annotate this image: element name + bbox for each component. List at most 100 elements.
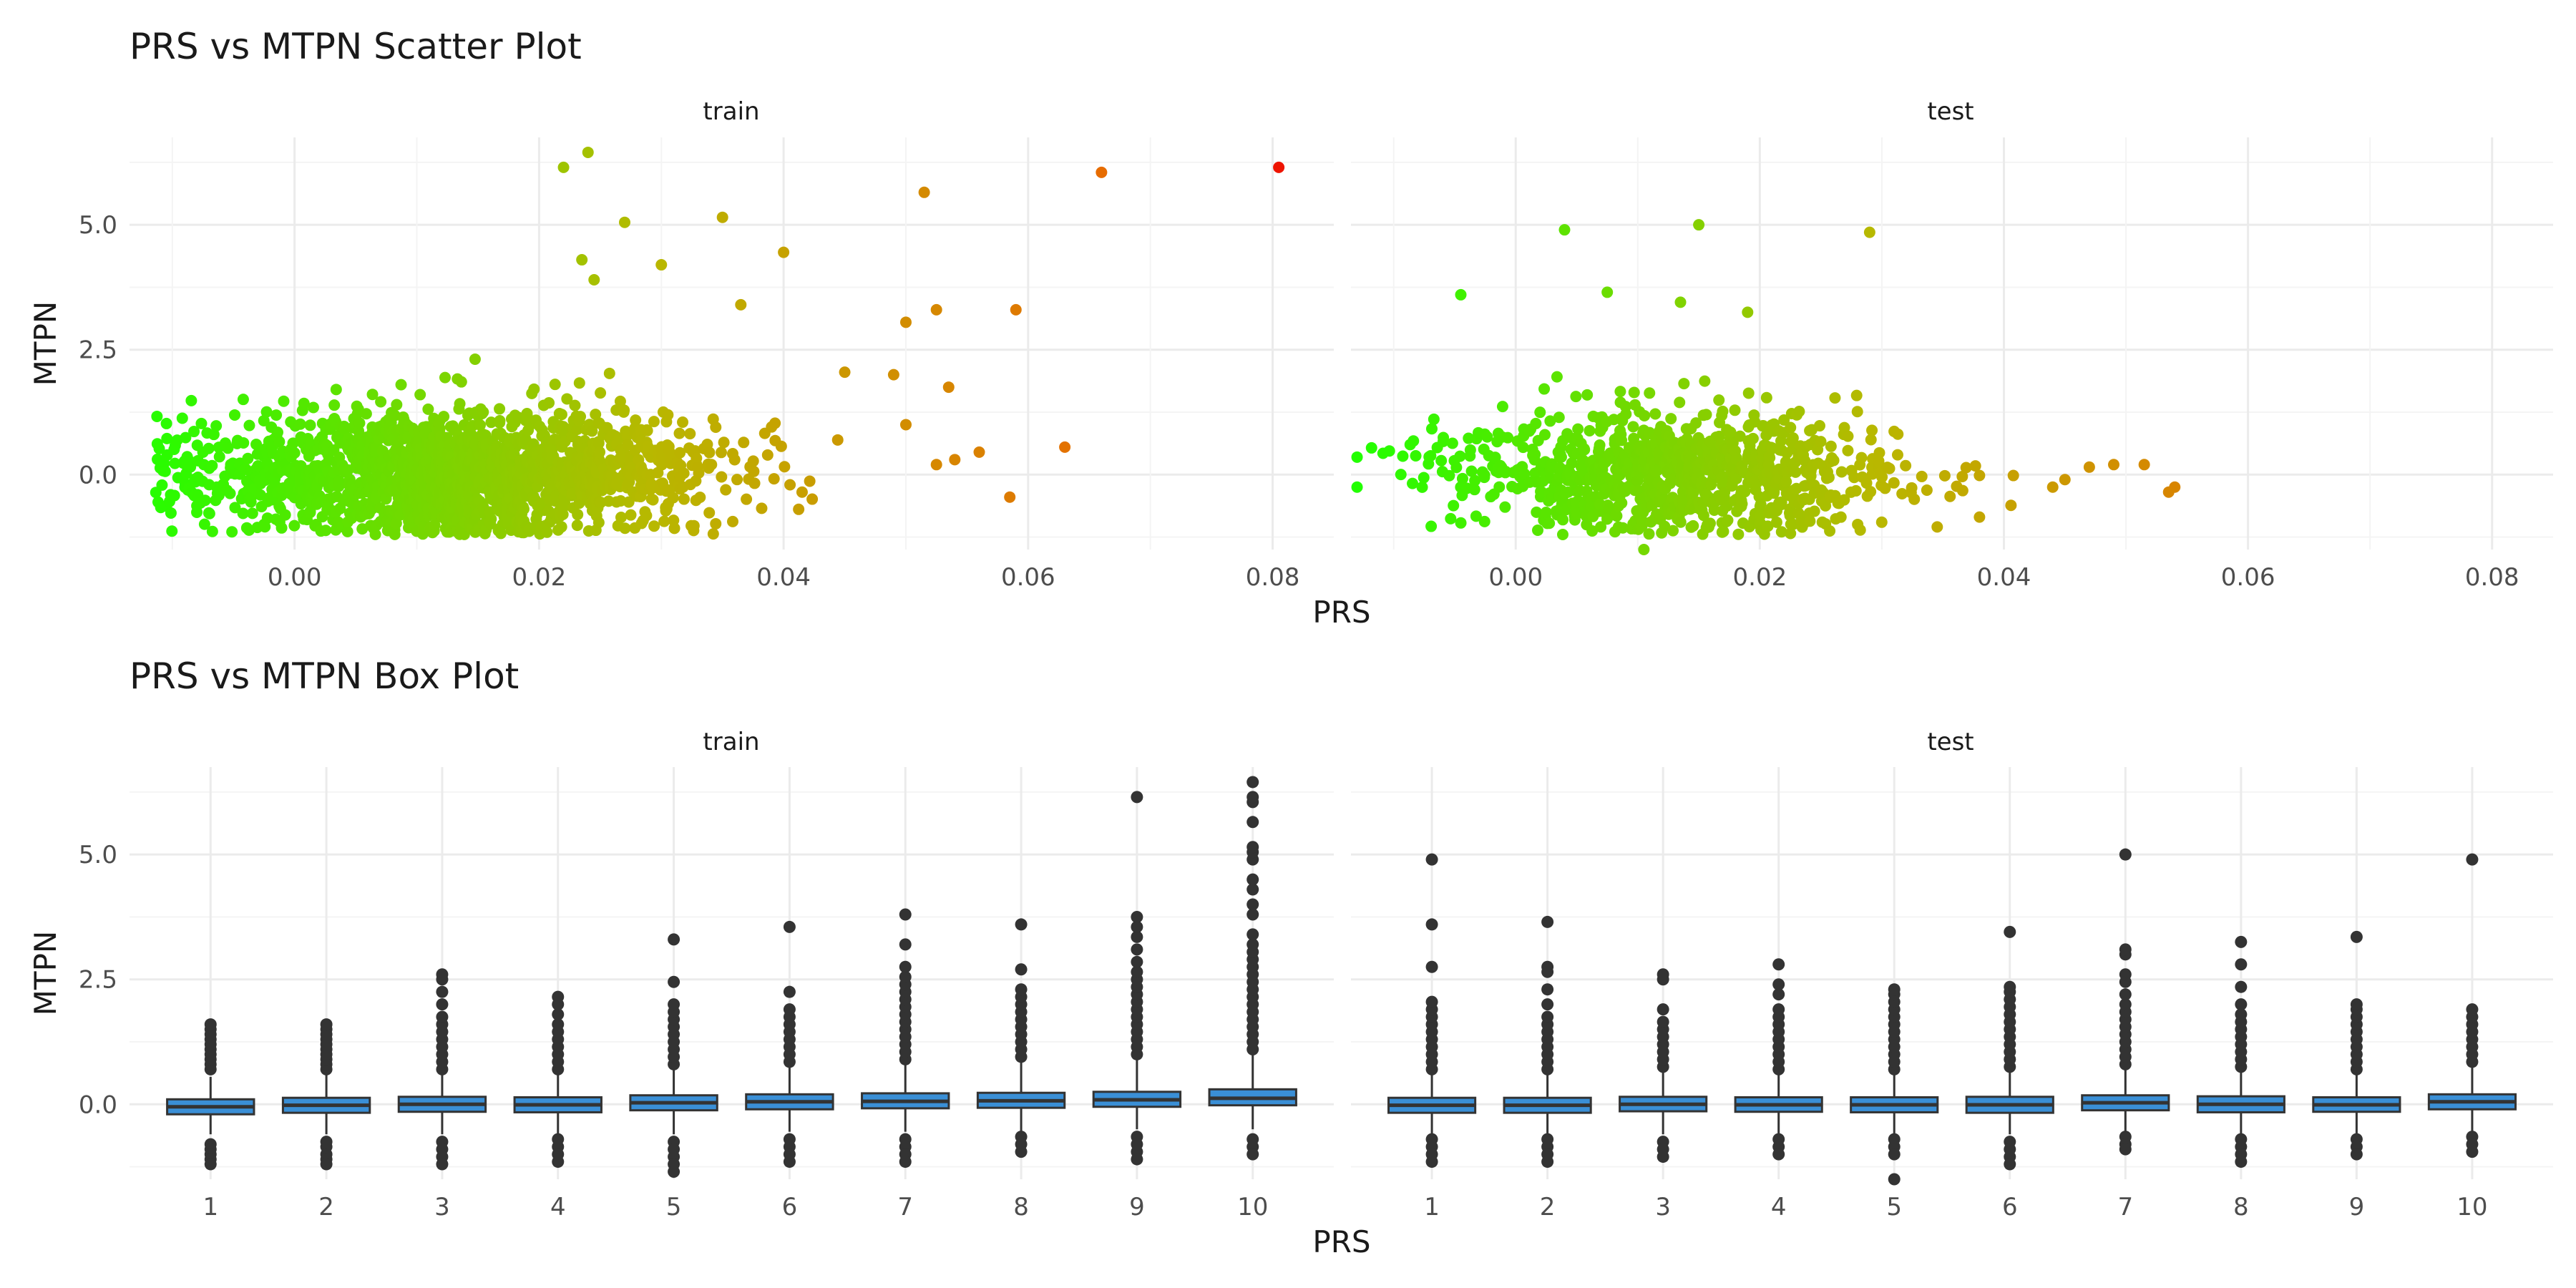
scatter-point-outlier: [1455, 288, 1467, 301]
scatter-point: [1713, 394, 1725, 406]
scatter-point-outlier: [973, 446, 985, 458]
scatter-point: [756, 502, 768, 514]
scatter-point: [1829, 392, 1841, 404]
box-axes: 0.0 2.5 5.0 1 2 3 4 5 6 7 8 9 10 1 2 3 4 5 6 7 8 9 10: [79, 841, 2488, 1221]
box-outlier: [1772, 978, 1785, 991]
scatter-point: [1493, 481, 1506, 493]
scatter-point: [569, 399, 581, 411]
scatter-point: [1687, 519, 1699, 532]
box-train-10: [1208, 776, 1297, 1161]
scatter-point: [1851, 406, 1863, 418]
scatter-point: [1465, 465, 1478, 477]
box-x-tick-label: 2: [318, 1193, 334, 1221]
scatter-point: [1785, 421, 1797, 434]
scatter-point: [573, 377, 585, 389]
scatter-point: [549, 379, 561, 391]
scatter-point: [1581, 389, 1594, 401]
box-outlier: [2466, 1146, 2479, 1158]
scatter-point: [1620, 408, 1632, 420]
scatter-point: [1643, 528, 1655, 540]
scatter-point: [477, 406, 489, 418]
box-x-tick-label: 10: [1237, 1193, 1268, 1221]
box-marks-train: [166, 776, 1297, 1179]
scatter-point: [1717, 471, 1729, 483]
scatter-point: [1478, 515, 1491, 527]
scatter-point: [1808, 505, 1820, 517]
box-x-tick-label: 5: [1886, 1193, 1902, 1221]
scatter-point: [454, 398, 466, 410]
scatter-point: [1732, 528, 1745, 540]
scatter-point: [1628, 432, 1640, 444]
scatter-point: [1780, 456, 1792, 468]
scatter-point: [1825, 440, 1837, 452]
scatter-point: [246, 507, 258, 519]
scatter-point: [1446, 437, 1458, 449]
scatter-point: [360, 408, 372, 420]
scatter-point: [1579, 444, 1591, 456]
box-outlier: [1541, 915, 1554, 928]
scatter-point: [168, 489, 180, 502]
box-outlier: [2119, 968, 2132, 981]
scatter-point: [769, 417, 781, 429]
scatter-point: [1425, 449, 1437, 462]
scatter-point: [630, 414, 642, 426]
box-test-1: [1387, 853, 1477, 1169]
scatter-point-outlier: [899, 316, 912, 328]
scatter-point: [1636, 515, 1649, 527]
scatter-point: [1820, 499, 1832, 512]
box-outlier: [1246, 1148, 1259, 1161]
box-outlier: [552, 990, 565, 1003]
scatter-point: [1530, 417, 1542, 429]
box-outlier: [783, 920, 796, 933]
box-outlier: [1015, 1146, 1028, 1158]
box-outlier: [552, 1008, 565, 1021]
scatter-point: [571, 519, 583, 532]
scatter-point: [1835, 466, 1848, 478]
box-outlier: [1541, 1156, 1554, 1169]
scatter-point: [213, 451, 225, 463]
scatter-point: [1586, 525, 1599, 537]
box-facet-label-train: train: [703, 728, 759, 756]
box-outlier: [1888, 983, 1901, 996]
scatter-point: [1572, 423, 1584, 435]
scatter-point: [199, 494, 211, 507]
scatter-point-outlier: [1351, 481, 1363, 493]
scatter-point: [1463, 432, 1475, 444]
box-outlier: [668, 998, 680, 1011]
scatter-point: [625, 509, 637, 521]
scatter-point: [555, 409, 567, 421]
scatter-point: [1425, 423, 1438, 435]
box-outlier: [204, 1018, 217, 1031]
scatter-point: [1916, 470, 1928, 482]
box-outlier: [1246, 791, 1259, 804]
box-outlier: [1246, 873, 1259, 886]
scatter-point: [1960, 462, 1972, 474]
scatter-point: [662, 409, 674, 421]
box-train-7: [861, 908, 950, 1169]
box-x-tick-label: 9: [2349, 1193, 2365, 1221]
box-test-9: [2312, 930, 2401, 1161]
scatter-point: [213, 489, 225, 502]
scatter-point: [677, 416, 689, 429]
box-outlier: [1541, 998, 1554, 1011]
scatter-point: [1678, 378, 1690, 390]
scatter-point: [1722, 514, 1734, 527]
scatter-point: [185, 394, 197, 406]
scatter-point: [615, 512, 628, 524]
scatter-point: [1717, 405, 1729, 417]
scatter-point: [748, 477, 761, 489]
scatter-point: [494, 527, 507, 540]
box-outlier: [1772, 1148, 1785, 1161]
box-x-tick-label: 1: [203, 1193, 218, 1221]
box-outlier: [1131, 965, 1143, 978]
box-train-2: [281, 1018, 371, 1171]
scatter-point-outlier: [2107, 459, 2119, 471]
scatter-point: [1659, 520, 1671, 532]
scatter-point: [229, 502, 241, 514]
scatter-point: [1921, 484, 1933, 496]
box-test-6: [1965, 925, 2054, 1171]
scatter-point: [1489, 452, 1501, 464]
box-outlier: [2466, 853, 2479, 866]
box-outlier: [1657, 1015, 1669, 1028]
